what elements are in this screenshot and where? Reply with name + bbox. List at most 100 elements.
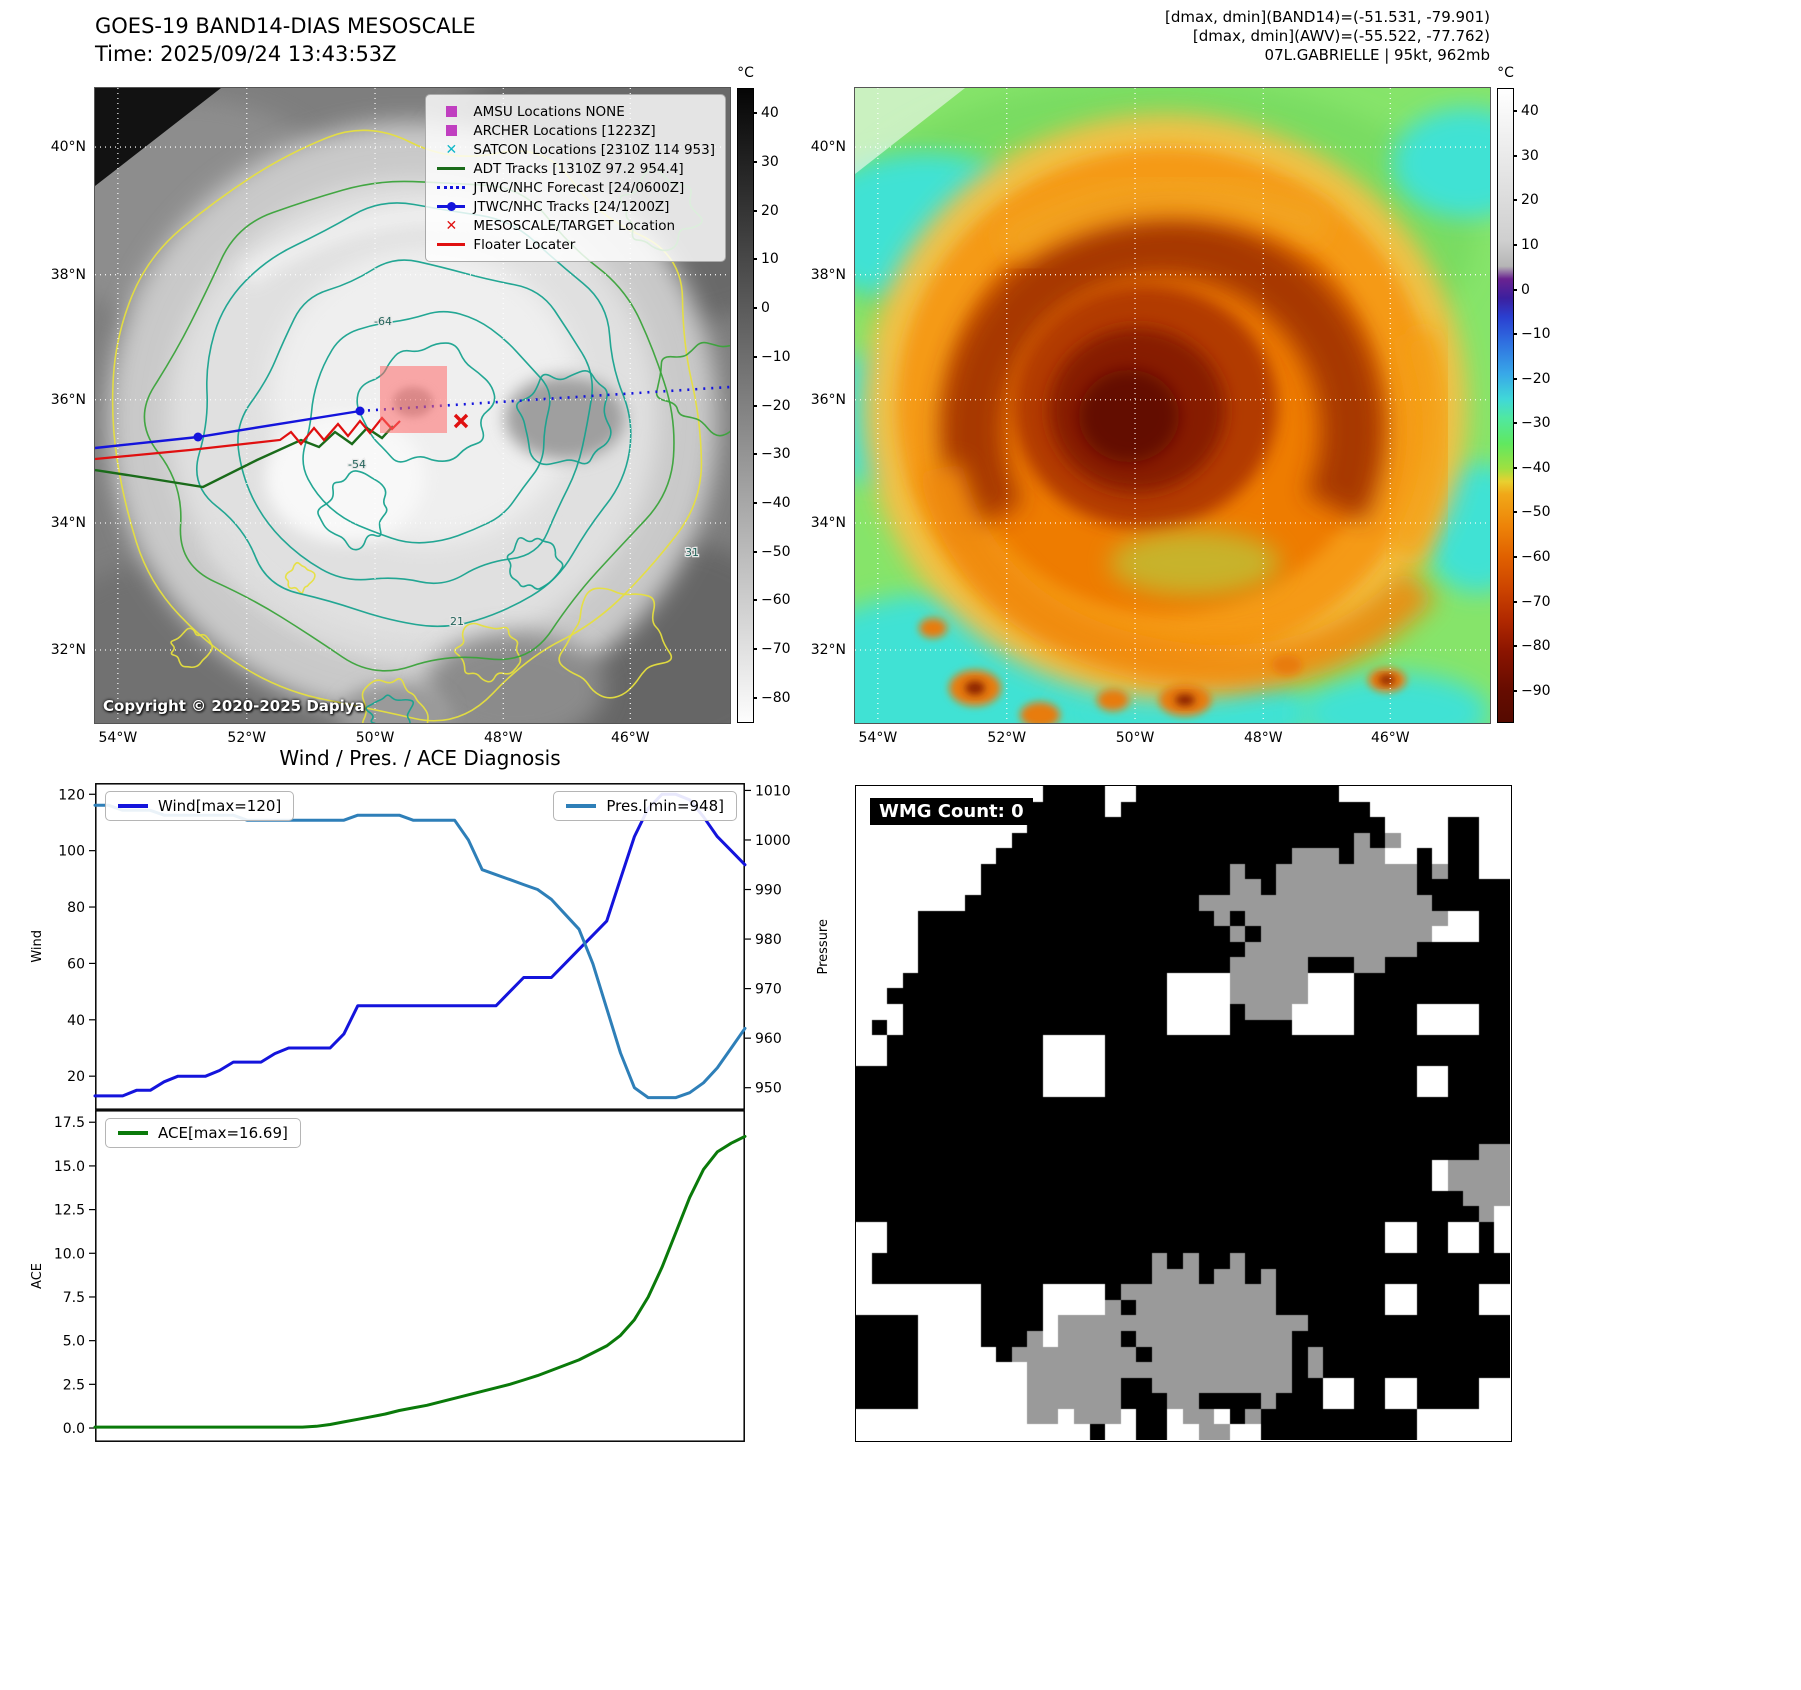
contour-line (365, 694, 415, 723)
colorbar-tick-label: −20 (1521, 370, 1551, 387)
legend-label: ARCHER Locations [1223Z] (473, 122, 656, 139)
chart-legend-label: ACE[max=16.69] (158, 1124, 288, 1142)
legend-row: ✕ SATCON Locations [2310Z 114 953] (436, 140, 715, 159)
y-axis-tick-label: 980 (755, 932, 782, 948)
x-legend-icon: ✕ (445, 141, 458, 158)
y-axis-tick-label: 100 (58, 844, 85, 860)
colorbar-tick-mark (1513, 110, 1517, 113)
lat-tick-label: 40°N (810, 139, 846, 156)
colorbar-tick-mark (753, 258, 757, 261)
line-dot-legend-icon (436, 202, 466, 211)
colorbar-tick-mark (1513, 645, 1517, 648)
colorbar-tick-label: −50 (1521, 504, 1551, 521)
contour-line (558, 587, 673, 699)
colorbar-tick-mark (1513, 288, 1517, 291)
colorbar-tick-mark (753, 307, 757, 310)
colorbar-tick-mark (753, 599, 757, 602)
colorbar-tick-mark (1513, 466, 1517, 469)
colorbar-tick-label: −90 (1521, 682, 1551, 699)
y-axis-label: ACE (29, 1263, 45, 1289)
colorbar-tick-label: −40 (761, 494, 791, 511)
contour-line (237, 259, 594, 585)
colorbar-tick-mark (1513, 244, 1517, 247)
lat-tick-label: 32°N (50, 641, 86, 658)
colorbar-tick-mark (753, 647, 757, 650)
colorbar-tick-mark (753, 696, 757, 699)
legend-row: Floater Locater (436, 235, 715, 254)
lat-tick-label: 38°N (50, 266, 86, 283)
wmg-panel: WMG Count: 0 (855, 785, 1512, 1442)
contour-line (317, 470, 388, 551)
lon-tick-label: 46°W (610, 730, 650, 746)
enh-header-block: [dmax, dmin](BAND14)=(-51.531, -79.901) … (990, 8, 1490, 65)
line-legend-icon (436, 243, 466, 246)
colorbar-tick-label: 30 (761, 154, 779, 171)
ir-colorbar-unit: °C (737, 65, 754, 81)
colorbar-tick-label: −50 (761, 543, 791, 560)
lon-tick-label: 52°W (987, 730, 1027, 746)
lon-tick-label: 50°W (1115, 730, 1155, 746)
colorbar-tick-label: 20 (761, 202, 779, 219)
y-axis-tick-label: 1000 (755, 833, 791, 849)
legend-row: JTWC/NHC Tracks [24/1200Z] (436, 197, 715, 216)
colorbar-tick-label: −60 (1521, 549, 1551, 566)
legend-row: ✕ MESOSCALE/TARGET Location (436, 216, 715, 235)
ir-satellite-map: -64 -54 21 31 AMSU Locations NONE ARCHER Loc… (51, 87, 731, 746)
colorbar-tick-label: −80 (761, 689, 791, 706)
lat-tick-label: 34°N (810, 514, 846, 531)
colorbar-tick-label: 40 (761, 105, 779, 122)
chart-series-line (93, 792, 747, 1098)
scan-edge-corner (95, 88, 221, 186)
square-legend-icon (436, 106, 466, 117)
ace-chart: 0.0 2.5 5.0 7.5 10.0 12.5 15.0 17.5 ACE[max=16.6… (30, 1110, 747, 1442)
colorbar-tick-mark (1513, 600, 1517, 603)
legend-row: ADT Tracks [1310Z 97.2 954.4] (436, 159, 715, 178)
diagnosis-title: Wind / Pres. / ACE Diagnosis (279, 746, 561, 770)
colorbar-tick-mark (753, 404, 757, 407)
legend-label: Floater Locater (473, 236, 576, 253)
y-axis-tick-label: 0.0 (63, 1421, 85, 1437)
colorbar-tick-label: −70 (1521, 593, 1551, 610)
legend-label: SATCON Locations [2310Z 114 953] (473, 141, 715, 158)
enhanced-satellite-map: 40°N 38°N 36°N 34°N 32°N 54°W 52°W 50°W 48°W 46°W (811, 87, 1491, 746)
colorbar-tick-label: −30 (1521, 415, 1551, 432)
contour-value-label: 31 (685, 546, 699, 559)
copyright-text: Copyright © 2020-2025 Dapiya (103, 697, 365, 715)
colorbar-tick-label: −30 (761, 446, 791, 463)
lat-tick-label: 32°N (810, 641, 846, 658)
contour-line (454, 622, 522, 683)
enh-cloud-imagery (855, 88, 1490, 723)
legend-label: MESOSCALE/TARGET Location (473, 217, 676, 234)
contour-line (361, 677, 429, 723)
lat-tick-label: 34°N (50, 514, 86, 531)
colorbar-tick-label: 40 (1521, 103, 1539, 120)
colorbar-tick-label: 10 (1521, 237, 1539, 254)
jtwc-track-point (193, 432, 203, 442)
ir-colorbar: °C 40 30 20 10 0 −10 −20 −30 −40 −50 −60 −70 −80 (737, 65, 791, 723)
y-axis-tick-label: 80 (67, 900, 85, 916)
x-legend-icon: ✕ (445, 217, 458, 234)
contour-line (506, 537, 564, 590)
y-axis-tick-label: 120 (58, 787, 85, 803)
lon-tick-label: 46°W (1370, 730, 1410, 746)
colorbar-tick-label: −60 (761, 592, 791, 609)
legend-label: ADT Tracks [1310Z 97.2 954.4] (473, 160, 684, 177)
colorbar-tick-mark (753, 501, 757, 504)
enh-graticule (855, 88, 1490, 723)
colorbar-tick-label: 0 (1521, 281, 1530, 298)
scan-edge-corner (855, 88, 965, 174)
colorbar-tick-mark (753, 209, 757, 212)
colorbar-tick-mark (1513, 333, 1517, 336)
colorbar-tick-mark (753, 453, 757, 456)
colorbar-tick-mark (1513, 154, 1517, 157)
y-axis-tick-label: 990 (755, 883, 782, 899)
y-axis-label: Pressure (815, 918, 831, 975)
colorbar-tick-mark (753, 161, 757, 164)
y-axis-label: Wind (29, 930, 45, 963)
chart-legend-label: Wind[max=120] (158, 797, 282, 815)
contour-line (284, 561, 316, 594)
legend-row: ARCHER Locations [1223Z] (436, 121, 715, 140)
lon-tick-label: 48°W (483, 730, 523, 746)
dmax-dmin-band14: [dmax, dmin](BAND14)=(-51.531, -79.901) (1165, 8, 1490, 26)
ir-panel-title: GOES-19 BAND14-DIAS MESOSCALE (95, 14, 476, 38)
